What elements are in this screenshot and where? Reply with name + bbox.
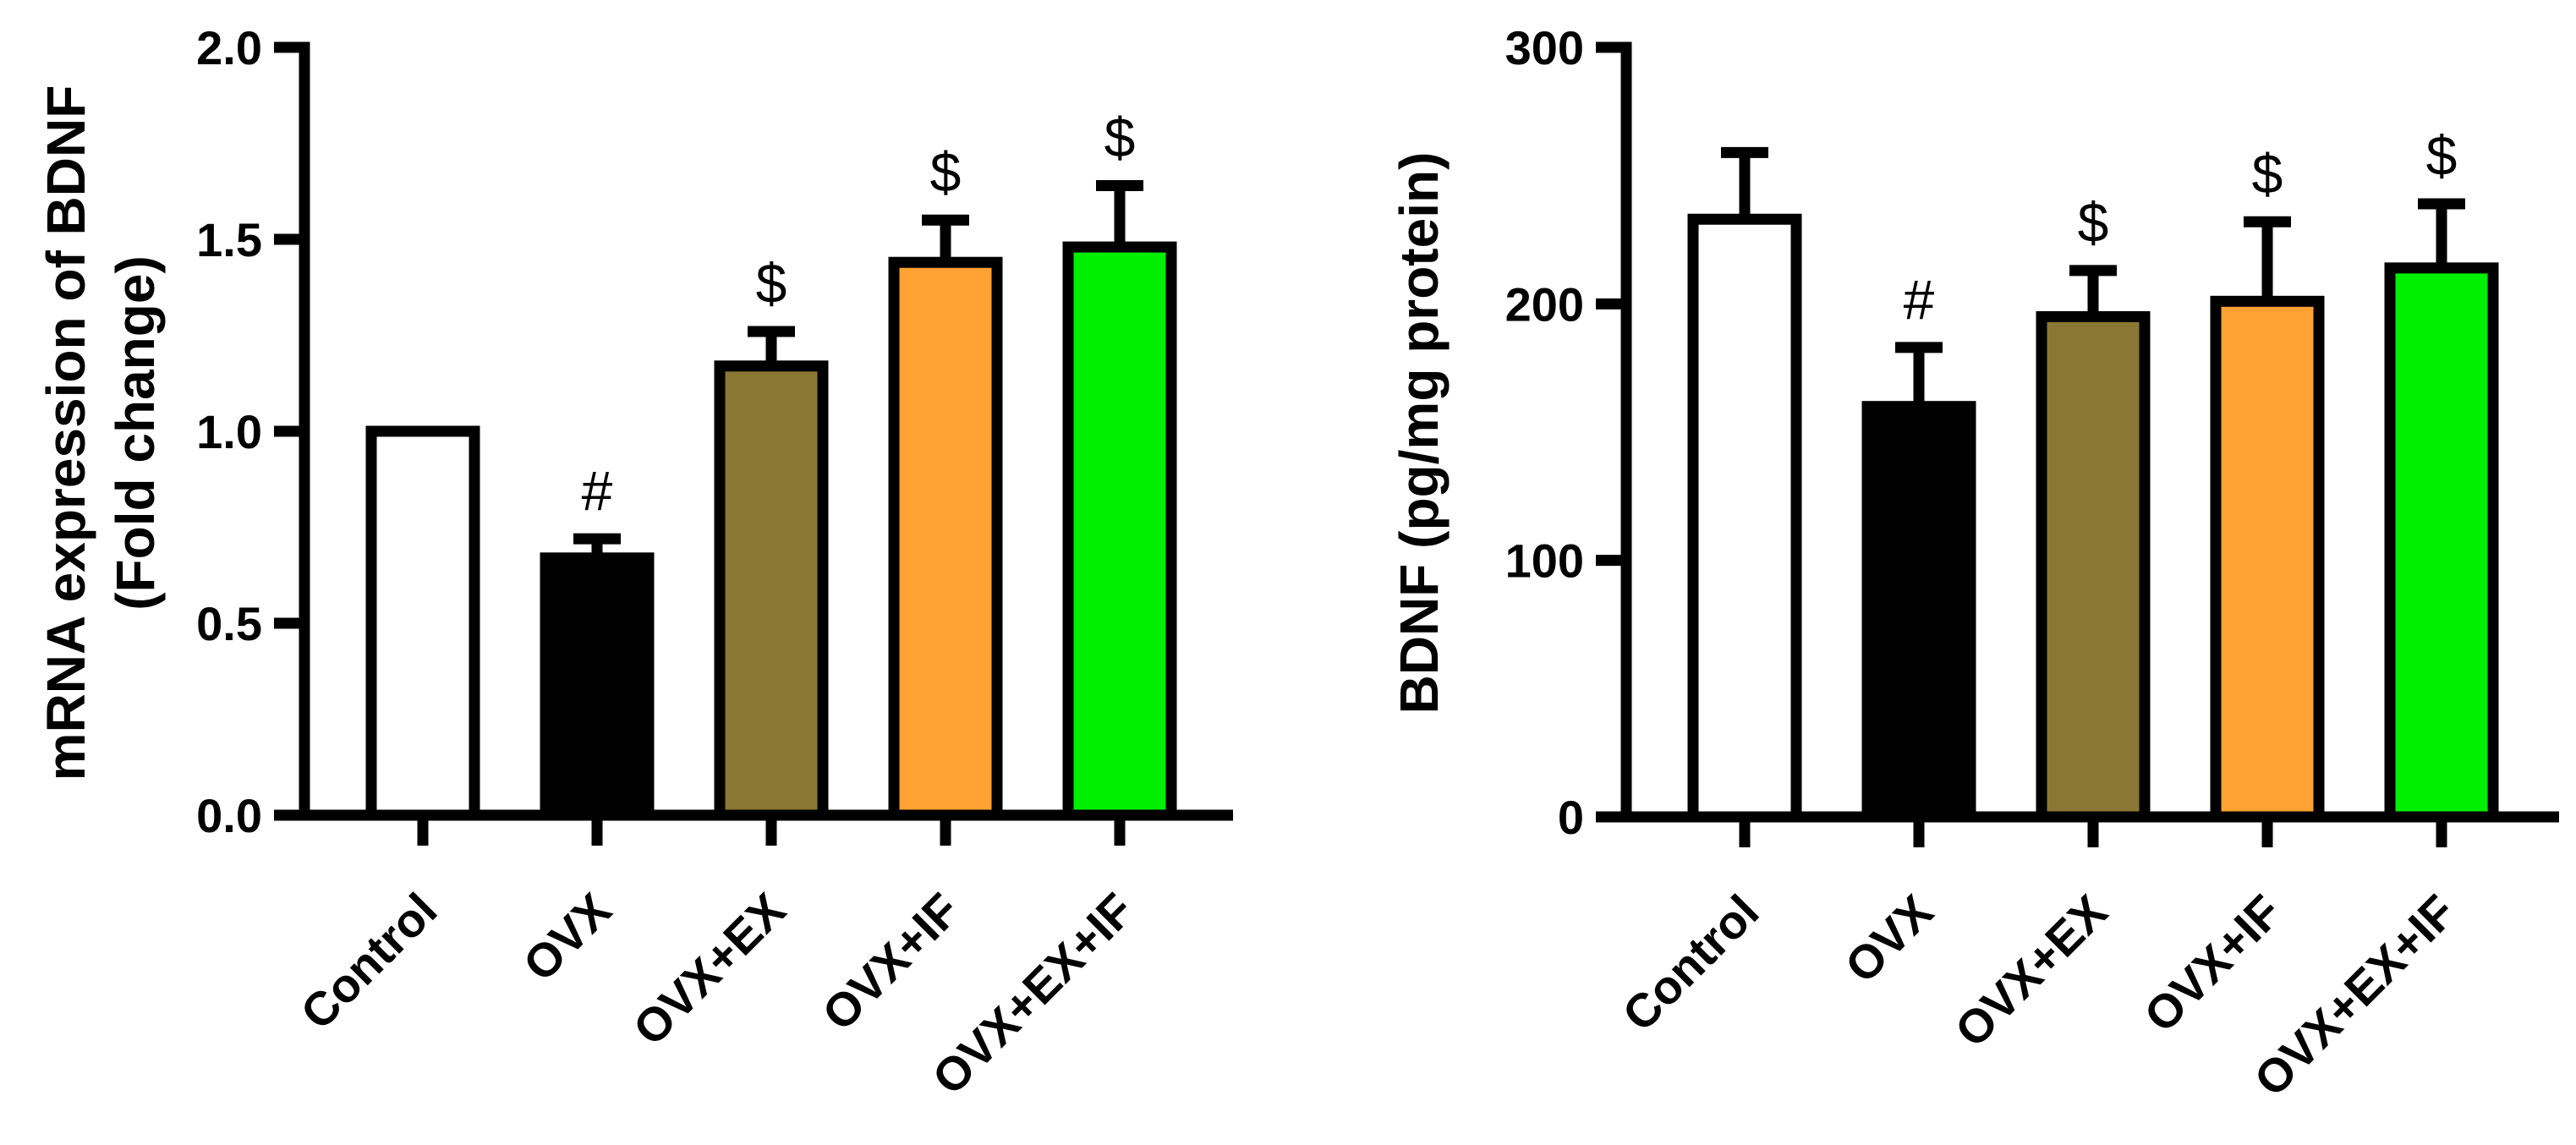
- error-bar-ovx-ex-if: [1096, 179, 1143, 248]
- y-tick-label: 1.0: [196, 405, 262, 458]
- y-tick-label: 0.5: [196, 597, 262, 650]
- y-tick-label: 300: [1505, 21, 1584, 74]
- significance-label-ovx: #: [582, 459, 613, 522]
- x-tick-label-ovx: OVX: [512, 883, 621, 991]
- y-tick-label: 2.0: [196, 21, 262, 74]
- bar-ovx-if: [2210, 295, 2325, 823]
- y-axis-title: mRNA expression of BDNF: [36, 85, 96, 781]
- y-axis-title: BDNF (pg/mg protein): [1389, 152, 1450, 715]
- error-bar-ovx-ex-if: [2418, 198, 2465, 268]
- bar-ovx-ex: [714, 360, 829, 821]
- bar-ovx-ex-if: [2384, 262, 2499, 823]
- error-bar-ovx: [1895, 342, 1943, 407]
- x-tick-label-ovx-ex: OVX+EX: [622, 883, 795, 1055]
- significance-label-ovx-ex-if: $: [1104, 106, 1136, 168]
- bar-ovx: [1861, 401, 1976, 823]
- y-tick-label: 100: [1505, 534, 1584, 588]
- y-tick-label: 0.0: [196, 789, 262, 842]
- bar-ovx-ex-if: [1062, 241, 1177, 821]
- significance-label-ovx-ex: $: [2078, 191, 2109, 254]
- x-tick-label-control: Control: [1612, 885, 1768, 1041]
- error-bar-ovx-ex: [748, 326, 795, 366]
- error-bar-ovx-ex: [2069, 265, 2117, 317]
- significance-label-ovx-ex: $: [756, 252, 787, 315]
- chart-mrna-bdnf: Control#OVX$OVX+EX$OVX+IF$OVX+EX+IF0.00.…: [36, 21, 1233, 1104]
- x-tick-label-ovx-if: OVX+IF: [812, 883, 969, 1040]
- bar-control: [365, 425, 480, 821]
- x-tick-label-control: Control: [290, 883, 447, 1039]
- error-bar-control: [1721, 146, 1768, 220]
- significance-label-ovx-if: $: [930, 140, 962, 203]
- y-tick-label: 0: [1558, 791, 1584, 844]
- x-tick-label-ovx: OVX: [1834, 885, 1943, 993]
- bar-ovx-ex: [2036, 311, 2151, 823]
- y-tick-label: 1.5: [196, 213, 262, 266]
- x-tick-label-ovx-if: OVX+IF: [2134, 885, 2291, 1042]
- error-bar-ovx-if: [922, 214, 969, 263]
- error-bar-ovx-if: [2244, 216, 2291, 302]
- significance-label-ovx: #: [1904, 268, 1935, 331]
- significance-label-ovx-ex-if: $: [2426, 124, 2458, 187]
- y-axis-title: (Fold change): [105, 255, 166, 611]
- chart-bdnf-protein: Control#OVX$OVX+EX$OVX+IF$OVX+EX+IF01002…: [1389, 21, 2559, 1106]
- x-tick-label-ovx-ex: OVX+EX: [1944, 885, 2117, 1057]
- bar-ovx: [540, 552, 655, 821]
- y-tick-label: 200: [1505, 277, 1584, 331]
- bar-control: [1687, 213, 1802, 823]
- bar-ovx-if: [888, 256, 1003, 821]
- significance-label-ovx-if: $: [2252, 142, 2283, 205]
- error-bar-ovx: [573, 533, 621, 558]
